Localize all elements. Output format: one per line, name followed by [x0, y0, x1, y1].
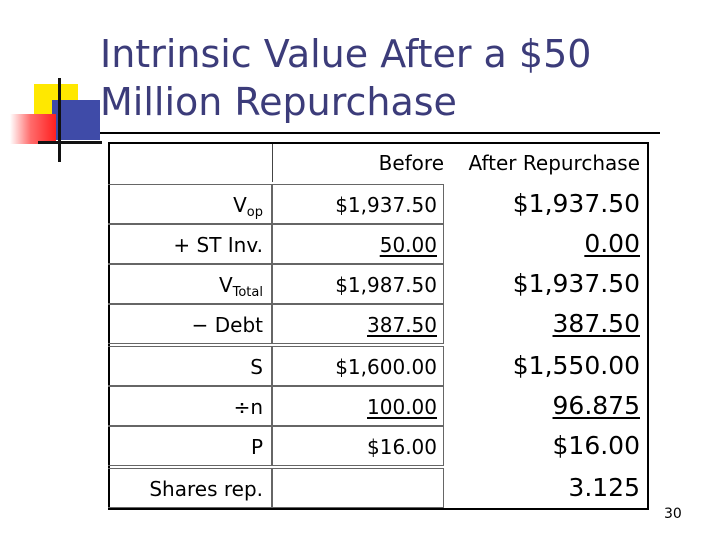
slide-title-line-2: Million Repurchase: [100, 80, 457, 124]
row-label-main: V: [233, 193, 247, 217]
row-label: Shares rep.: [108, 468, 272, 508]
title-underline-rule: [100, 132, 660, 134]
header-before: Before: [378, 151, 444, 175]
row-label-main: V: [218, 273, 233, 297]
after-value-cell: $1,937.50: [454, 184, 640, 224]
slide-logo-icon: [0, 0, 110, 170]
row-label-subscript: op: [246, 205, 263, 220]
after-value-cell: 387.50: [454, 304, 640, 344]
row-label: Vop: [108, 184, 272, 224]
after-value: 0.00: [584, 229, 640, 258]
before-value-cell: $1,937.50: [272, 184, 444, 224]
table-row: + ST Inv. 50.00 0.00: [108, 224, 648, 264]
before-value: $1,600.00: [335, 355, 437, 379]
after-value-cell: $16.00: [454, 426, 640, 466]
table-row: VTotal $1,987.50 $1,937.50: [108, 264, 648, 304]
after-value-cell: 96.875: [454, 386, 640, 426]
page-number: 30: [664, 506, 682, 522]
after-value-cell: $1,937.50: [454, 264, 640, 304]
row-label: − Debt: [108, 304, 272, 344]
slide-title-line-1: Intrinsic Value After a $50: [100, 32, 592, 76]
table-row: S $1,600.00 $1,550.00: [108, 346, 648, 386]
row-label-main: Shares rep.: [149, 477, 263, 501]
before-value-cell: 50.00: [272, 224, 444, 264]
slide-title: Intrinsic Value After a $50 Million Repu…: [100, 30, 700, 126]
header-after-repurchase: After Repurchase: [468, 151, 641, 175]
before-value: 50.00: [379, 233, 437, 257]
row-label-main: ÷n: [233, 395, 263, 419]
row-label: S: [108, 346, 272, 386]
table-row: − Debt 387.50 387.50: [108, 304, 648, 344]
row-label: ÷n: [108, 386, 272, 426]
table-row: ÷n 100.00 96.875: [108, 386, 648, 426]
before-value-cell: [272, 468, 444, 508]
before-value: 100.00: [367, 395, 437, 419]
row-label-main: S: [250, 355, 263, 379]
before-value: $1,987.50: [335, 273, 437, 297]
logo-red-bar: [10, 114, 56, 144]
before-value-cell: 387.50: [272, 304, 444, 344]
row-label: + ST Inv.: [108, 224, 272, 264]
after-value: 3.125: [568, 473, 640, 502]
logo-horizontal-line: [38, 141, 102, 144]
valuation-table: [108, 142, 649, 510]
after-value: 387.50: [552, 309, 640, 338]
before-value-cell: 100.00: [272, 386, 444, 426]
table-row: P $16.00 $16.00: [108, 426, 648, 466]
row-label-main: + ST Inv.: [173, 233, 263, 257]
after-value-cell: $1,550.00: [454, 346, 640, 386]
row-label: P: [108, 426, 272, 466]
after-value: $1,550.00: [512, 351, 640, 380]
row-label-main: − Debt: [191, 313, 263, 337]
before-value: $1,937.50: [335, 193, 437, 217]
after-value: $1,937.50: [512, 269, 640, 298]
table-row: Vop $1,937.50 $1,937.50: [108, 184, 648, 224]
header-before-cell: [272, 144, 445, 182]
before-value-cell: $1,987.50: [272, 264, 444, 304]
after-value: 96.875: [552, 391, 640, 420]
logo-vertical-line: [58, 78, 61, 162]
after-value: $1,937.50: [512, 189, 640, 218]
before-value-cell: $16.00: [272, 426, 444, 466]
after-value-cell: 0.00: [454, 224, 640, 264]
before-value: 387.50: [367, 313, 437, 337]
after-value: $16.00: [552, 431, 640, 460]
row-label-main: P: [250, 435, 263, 459]
row-label: VTotal: [108, 264, 272, 304]
row-label-subscript: Total: [232, 285, 263, 300]
table-row: Shares rep. 3.125: [108, 468, 648, 508]
before-value: $16.00: [367, 435, 437, 459]
before-value-cell: $1,600.00: [272, 346, 444, 386]
after-value-cell: 3.125: [454, 468, 640, 508]
table-header-row: Before After Repurchase: [108, 144, 648, 182]
